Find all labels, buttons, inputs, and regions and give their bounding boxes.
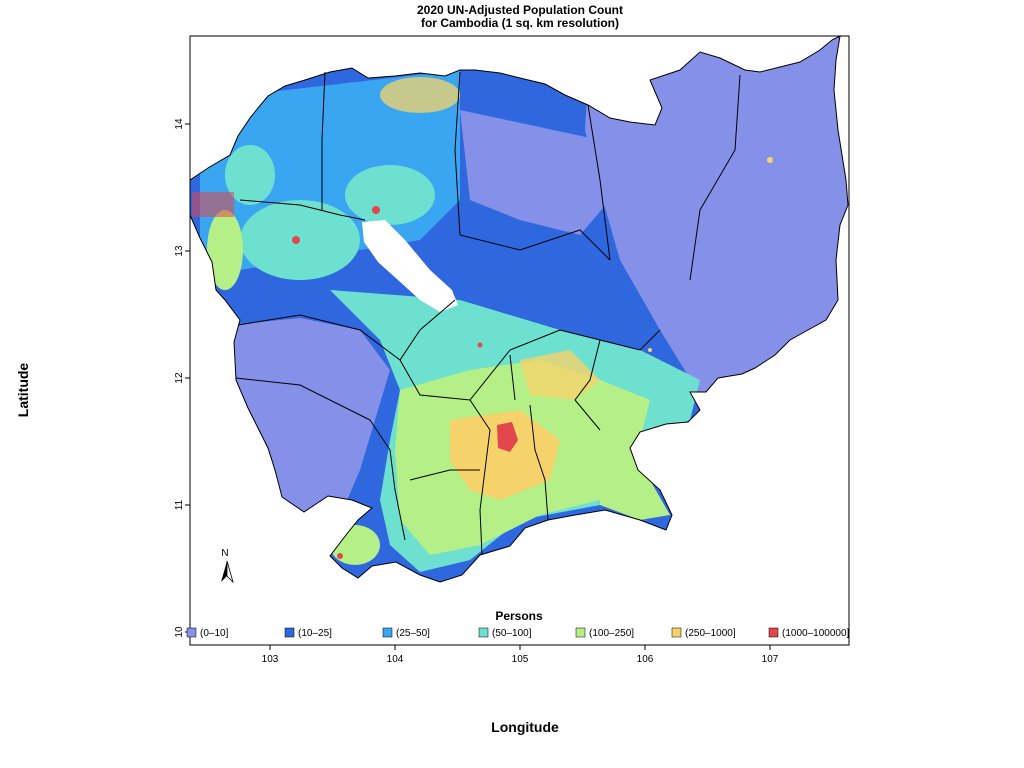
map-title: 2020 UN-Adjusted Population Count for Ca…	[190, 4, 850, 30]
x-axis-label: Longitude	[491, 719, 559, 735]
province-boundary	[459, 229, 611, 261]
legend-label: (250–1000]	[685, 628, 736, 639]
province-boundary	[237, 299, 456, 361]
legend-swatch	[186, 627, 197, 638]
y-tick-label: 12	[174, 372, 185, 384]
tonle-sap-lake	[362, 220, 458, 312]
legend: Persons (0–10] (10–25] (25–50] (50–100] …	[186, 609, 850, 639]
coastal-urban	[337, 553, 343, 559]
y-axis: 10 11 12 13 14	[174, 118, 190, 638]
legend-title: Persons	[495, 609, 543, 623]
title-line-2: for Cambodia (1 sq. km resolution)	[420, 16, 620, 30]
band-50-100-west	[225, 145, 275, 205]
x-tick-label: 106	[637, 654, 654, 665]
legend-swatch	[671, 627, 682, 638]
legend-label: (100–250]	[589, 628, 634, 639]
phnom-penh-urban	[497, 422, 518, 452]
border-urban-patch	[192, 192, 234, 217]
province-boundary	[239, 199, 366, 221]
north-arrow-icon	[221, 561, 227, 582]
legend-label: (0–10]	[200, 628, 229, 639]
legend-swatch	[575, 627, 586, 638]
province-boundary	[574, 339, 601, 431]
legend-swatch	[768, 627, 779, 638]
population-raster	[190, 36, 848, 582]
x-tick-label: 104	[387, 654, 404, 665]
legend-swatch	[478, 627, 489, 638]
province-boundary	[409, 469, 480, 481]
legend-swatch	[382, 627, 393, 638]
north-arrow: N	[221, 548, 234, 584]
band-100-250-southeast	[600, 430, 670, 520]
x-tick-label: 105	[512, 654, 529, 665]
province-boundary	[587, 104, 611, 261]
kratie-town	[648, 348, 652, 352]
province-boundary	[559, 329, 661, 351]
x-tick-label: 107	[762, 654, 779, 665]
province-boundary	[321, 71, 326, 210]
x-tick-label: 103	[262, 654, 279, 665]
band-250-1000-capital-region	[450, 410, 560, 500]
y-tick-label: 13	[174, 245, 185, 257]
band-250-1000-kampong-cham	[520, 350, 600, 400]
battambang-urban	[292, 236, 300, 244]
band-50-100-siem-reap	[345, 165, 435, 225]
north-arrow-label: N	[221, 548, 228, 559]
title-line-1: 2020 UN-Adjusted Population Count	[416, 3, 623, 17]
legend-label: (10–25]	[298, 628, 332, 639]
province-boundary	[689, 74, 741, 281]
siem-reap-urban	[372, 206, 380, 214]
legend-label: (25–50]	[396, 628, 430, 639]
low-density-preah-vihear	[460, 110, 610, 235]
province-boundary	[454, 71, 461, 236]
band-100-250-border	[207, 210, 243, 290]
province-boundary	[509, 354, 516, 401]
legend-label: (1000–100000]	[782, 628, 850, 639]
band-250-1000-north	[380, 77, 460, 113]
province-boundary	[369, 419, 406, 541]
legend-label: (50–100]	[492, 628, 532, 639]
kampong-thom-town	[477, 342, 483, 348]
y-tick-label: 10	[174, 626, 185, 638]
y-tick-label: 11	[174, 499, 185, 510]
northeast-town	[767, 157, 773, 163]
x-axis: 103 104 105 106 107	[262, 645, 779, 665]
north-arrow-half	[226, 560, 234, 584]
province-boundary	[469, 399, 491, 556]
province-boundary	[529, 404, 549, 521]
legend-swatch	[284, 627, 295, 638]
band-100-250-coast	[330, 525, 380, 565]
province-boundaries	[235, 71, 741, 556]
province-boundary	[235, 377, 371, 421]
y-tick-label: 14	[174, 118, 185, 130]
